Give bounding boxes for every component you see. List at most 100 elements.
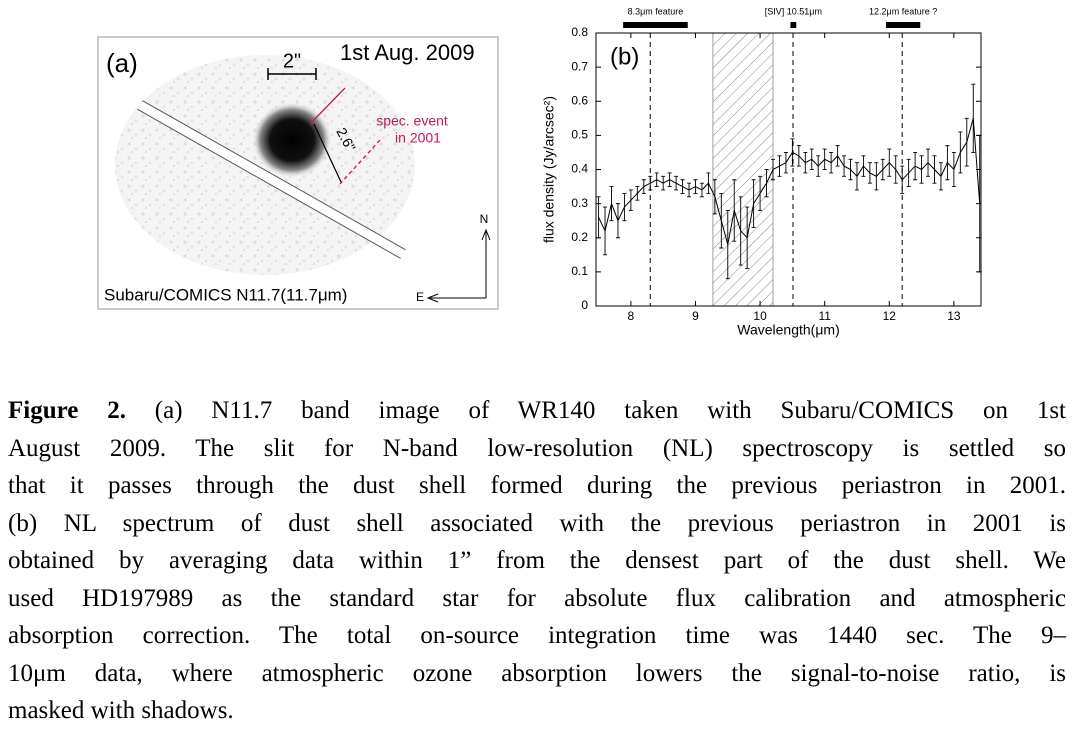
error-bar [719, 192, 724, 249]
error-bar [603, 206, 608, 256]
error-bar [854, 162, 859, 191]
error-bar [809, 148, 814, 170]
y-tick-label: 0.6 [571, 93, 588, 107]
error-bar [867, 162, 872, 184]
error-bar [712, 179, 717, 215]
error-bar [848, 158, 853, 181]
error-bar [725, 210, 730, 280]
error-bar [919, 155, 924, 184]
feature-label: [SIV] 10.51μm [765, 6, 822, 16]
spectrum-line [598, 118, 981, 245]
dust-core [252, 102, 332, 178]
x-tick-label: 9 [692, 309, 699, 323]
error-bar [887, 148, 892, 177]
error-bar [926, 148, 931, 177]
error-bar [958, 131, 963, 174]
caption-line: used HD197989 as the standard star for a… [8, 584, 1066, 612]
error-bar [680, 179, 685, 194]
y-tick-label: 0.3 [571, 196, 588, 210]
error-bar [861, 155, 866, 177]
caption-line: absorption correction. The total on-sour… [8, 622, 1066, 649]
error-bar [906, 158, 911, 188]
x-axis-label: Wavelength(μm) [737, 322, 839, 338]
error-bar [648, 175, 653, 191]
caption: Figure 2. (a) N11.7 band image of WR140 … [8, 392, 1066, 730]
error-bar [783, 151, 788, 174]
error-bar [596, 196, 601, 239]
panel-a: (a) 1st Aug. 2009 2" 2.6" spec. event in… [97, 36, 499, 310]
feature-bar [623, 22, 688, 28]
instrument: Subaru/COMICS N11.7(11.7μm) [104, 285, 347, 304]
error-bar [770, 158, 775, 181]
y-tick-label: 0.4 [571, 162, 588, 176]
error-bar [893, 155, 898, 184]
error-bar [880, 158, 885, 181]
panel-label: (b) [610, 43, 639, 70]
error-bar [641, 179, 646, 194]
event-label: in 2001 [395, 130, 441, 146]
offset-arrow [313, 123, 342, 183]
error-bar [835, 145, 840, 167]
error-bar [945, 145, 950, 181]
error-bar [874, 162, 879, 191]
mask-region [712, 32, 774, 307]
north-arrow [481, 228, 491, 241]
panel-b: 8.3μm feature [SIV] 10.51μm 12.2μm feature… [541, 6, 982, 338]
error-bar [790, 138, 795, 167]
caption-line: masked with shadows. [8, 697, 234, 724]
caption-line: (b) NL spectrum of dust shell associated… [8, 509, 1066, 537]
error-bar [615, 203, 620, 239]
error-bar [706, 172, 711, 194]
x-tick-label: 13 [947, 309, 961, 323]
y-tick-label: 0 [581, 298, 588, 312]
caption-line: August 2009. The slit for N-band low-res… [8, 434, 1066, 462]
error-bar [745, 206, 750, 269]
error-bar [777, 155, 782, 177]
error-bar [693, 179, 698, 194]
error-bar [699, 182, 704, 198]
error-bar [654, 172, 659, 188]
error-bar [951, 151, 956, 188]
error-bar [938, 162, 943, 191]
y-tick-label: 0.7 [571, 59, 588, 73]
error-bar [842, 155, 847, 177]
error-bar [900, 165, 905, 194]
error-bar [829, 151, 834, 174]
y-tick-label: 0.5 [571, 128, 588, 142]
scale-label: 2" [283, 50, 301, 72]
caption-text: (a) N11.7 band image of WR140 taken with… [154, 397, 1066, 424]
error-bar [971, 83, 976, 153]
event-label: spec. event [376, 113, 448, 129]
event-line [339, 139, 381, 185]
error-bar [796, 145, 801, 167]
east-arrow [426, 293, 439, 303]
y-tick-label: 0.8 [571, 25, 588, 39]
feature-bar [886, 22, 921, 28]
x-tick-label: 8 [628, 309, 635, 323]
x-tick-label: 10 [753, 309, 767, 323]
caption-line: obtained by averaging data within 1” fro… [8, 547, 1066, 574]
y-axis-label: flux density (Jy/arcsec²) [541, 96, 557, 243]
x-tick-label: 12 [883, 309, 897, 323]
slit [137, 101, 406, 258]
error-bar [687, 182, 692, 198]
feature-label: 8.3μm feature [628, 6, 684, 16]
caption-label: Figure 2. [8, 397, 126, 424]
error-bar [764, 169, 769, 198]
caption-line: that it passes through the dust shell fo… [8, 472, 1066, 499]
north-label: N [480, 212, 489, 226]
panel-label: (a) [106, 48, 138, 78]
east-label: E [416, 290, 424, 304]
error-bar [635, 186, 640, 201]
error-bar [609, 186, 614, 222]
y-tick-label: 0.2 [571, 230, 588, 244]
error-bar [932, 155, 937, 184]
y-tick-label: 0.1 [571, 264, 588, 278]
error-bar [964, 117, 969, 167]
error-bar [816, 155, 821, 177]
feature-bar [790, 22, 797, 28]
caption-line: 10μm data, where atmospheric ozone absor… [8, 659, 1066, 687]
error-bar [977, 134, 982, 273]
error-bar [758, 175, 763, 211]
